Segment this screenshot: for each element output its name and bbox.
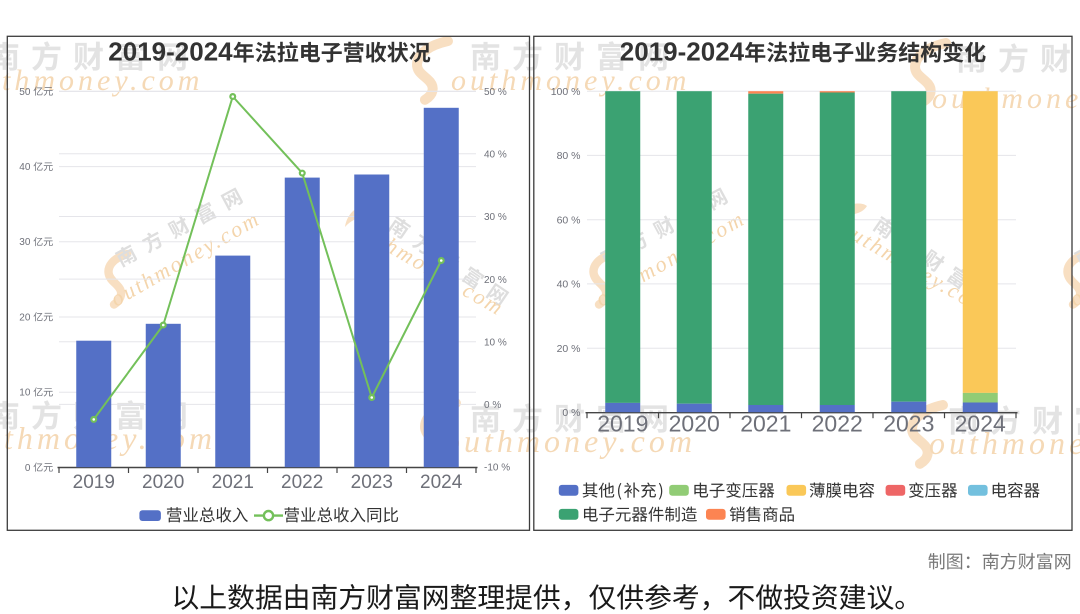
svg-text:outhmoney.com: outhmoney.com <box>444 423 696 459</box>
svg-text:2022: 2022 <box>812 410 863 436</box>
svg-text:10 %: 10 % <box>484 337 507 348</box>
svg-text:0 %: 0 % <box>484 400 501 411</box>
svg-text:2022: 2022 <box>281 472 323 493</box>
svg-text:2021: 2021 <box>740 410 791 436</box>
svg-text:20: 20 <box>19 312 31 323</box>
svg-text:30: 30 <box>19 237 31 248</box>
svg-text:2021: 2021 <box>212 472 254 493</box>
svg-text:outhmoney.com: outhmoney.com <box>0 64 203 97</box>
svg-text:2024: 2024 <box>420 472 463 493</box>
svg-text:30 %: 30 % <box>484 212 507 223</box>
svg-text:2023: 2023 <box>883 410 934 436</box>
svg-text:outhmoney.com: outhmoney.com <box>929 425 1080 461</box>
svg-text:2019: 2019 <box>597 410 648 436</box>
svg-text:0 %: 0 % <box>562 407 580 419</box>
svg-text:outhmoney.com: outhmoney.com <box>932 82 1080 115</box>
svg-text:100 %: 100 % <box>551 86 581 98</box>
svg-text:40: 40 <box>19 162 31 173</box>
svg-text:2019: 2019 <box>73 472 115 493</box>
svg-text:50 %: 50 % <box>484 87 507 98</box>
svg-text:10: 10 <box>19 388 31 399</box>
svg-text:2020: 2020 <box>142 472 184 493</box>
svg-text:50: 50 <box>19 87 31 98</box>
svg-text:-10 %: -10 % <box>484 463 510 474</box>
svg-text:40 %: 40 % <box>557 279 581 291</box>
svg-text:2019-2024: 2019-2024 <box>108 37 233 67</box>
svg-text:2024: 2024 <box>955 410 1006 436</box>
svg-text:2023: 2023 <box>351 472 393 493</box>
svg-text:20 %: 20 % <box>484 275 507 286</box>
svg-text:0: 0 <box>25 463 31 474</box>
svg-text:80 %: 80 % <box>557 150 581 162</box>
svg-text:2019-2024: 2019-2024 <box>620 37 745 67</box>
svg-text:60 %: 60 % <box>557 214 581 226</box>
svg-text:40 %: 40 % <box>484 149 507 160</box>
svg-text:20 %: 20 % <box>557 343 581 355</box>
svg-text:2020: 2020 <box>669 410 720 436</box>
